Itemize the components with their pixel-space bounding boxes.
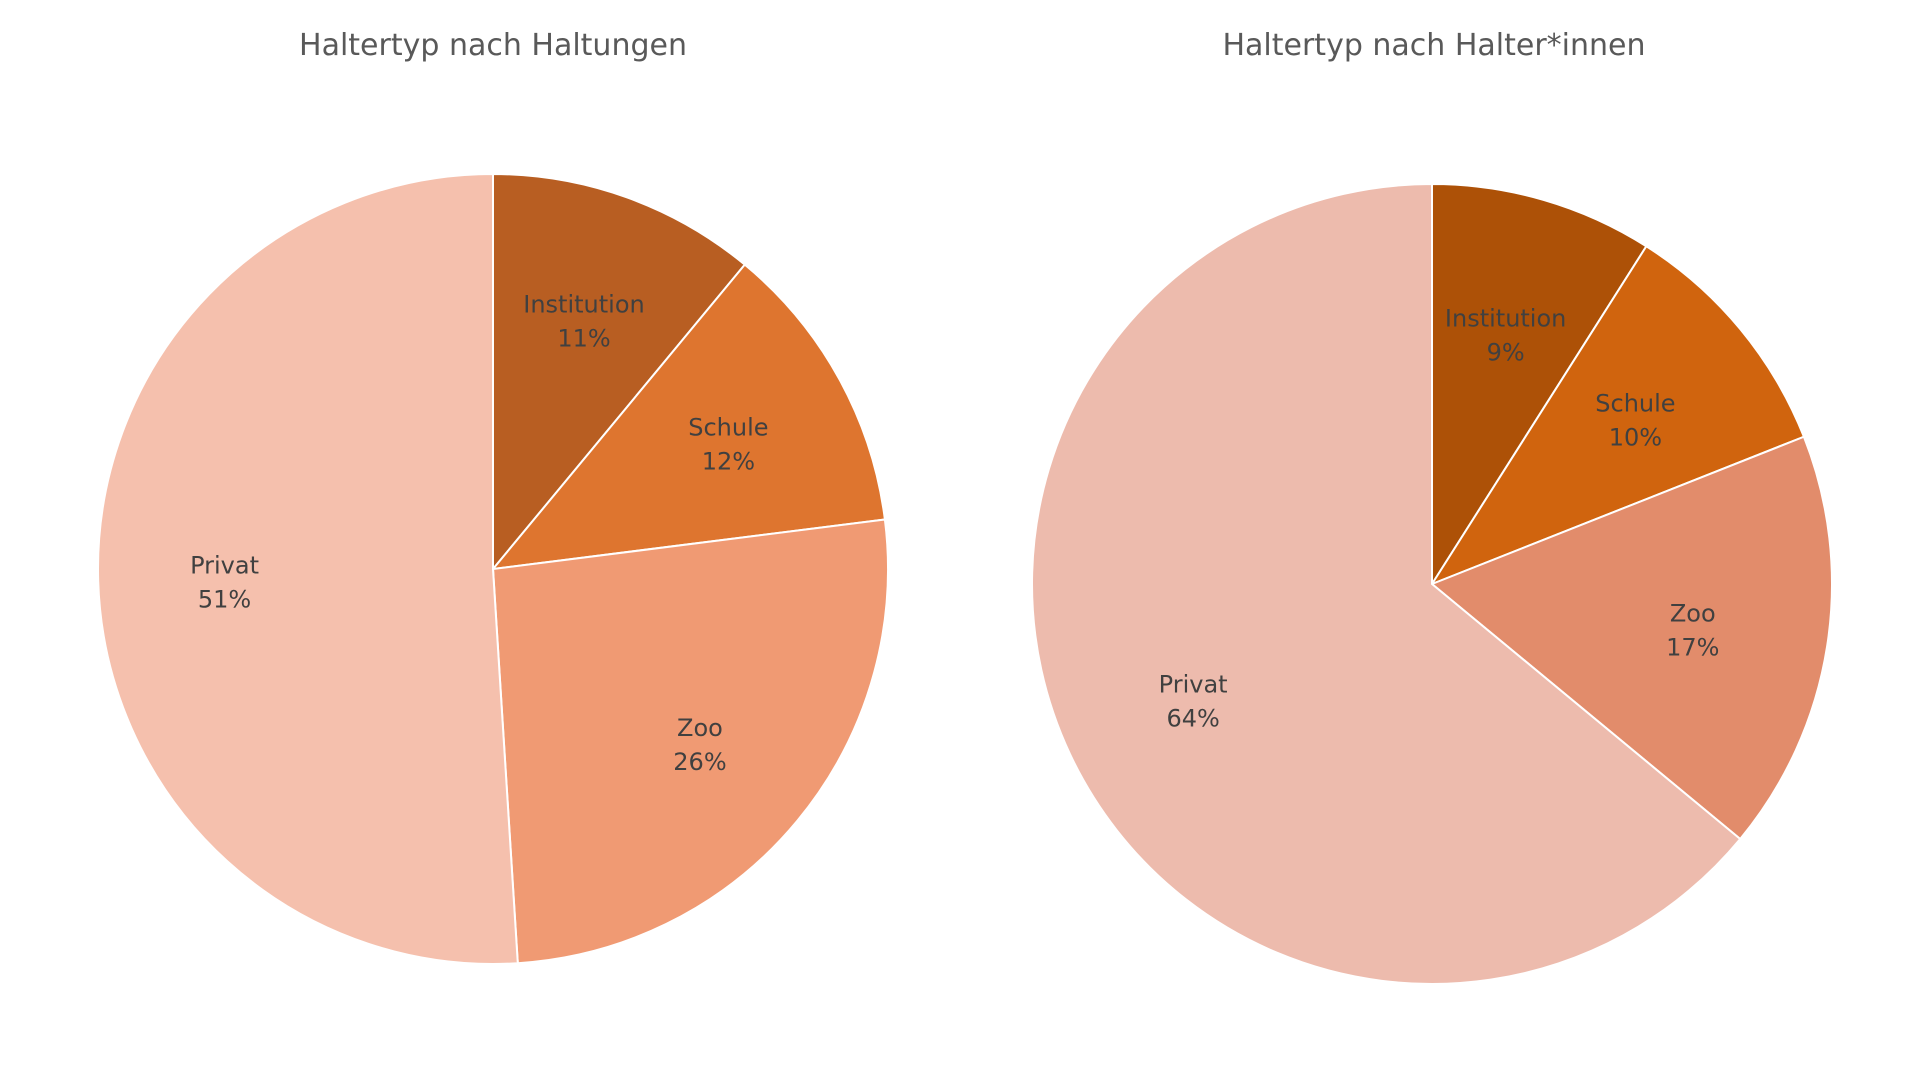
chart-title-haltungen: Haltertyp nach Haltungen (299, 28, 687, 63)
slice-value-haltungen-zoo: 26% (673, 748, 726, 776)
slice-value-halterinnen-institution: 9% (1487, 338, 1525, 366)
pie-chart-haltungen: Institution 11% Schule 12% Zoo 26% Privat 51% (97, 172, 889, 965)
pie-slice-halterinnen-zoo (1430, 435, 1833, 841)
pie-slice-halterinnen-schule (1429, 244, 1806, 587)
slice-value-halterinnen-privat: 64% (1166, 704, 1219, 732)
pie-chart-halterinnen: Institution 9% Schule 10% Zoo 17% Privat 64% (1031, 182, 1833, 985)
pie-slice-haltungen-institution (492, 172, 747, 572)
chart-title-halterinnen: Haltertyp nach Halter*innen (1222, 28, 1645, 63)
pie-slice-halterinnen-institution (1431, 182, 1648, 588)
slice-value-haltungen-institution: 11% (557, 324, 610, 352)
pie-slice-haltungen-schule (490, 263, 887, 571)
slice-value-halterinnen-schule: 10% (1609, 424, 1662, 452)
slice-label-halterinnen-institution: Institution (1445, 304, 1566, 332)
slice-label-halterinnen-schule: Schule (1595, 390, 1675, 418)
pie-slice-haltungen-zoo (491, 518, 889, 965)
slice-label-halterinnen-privat: Privat (1159, 670, 1228, 698)
slice-value-haltungen-schule: 12% (702, 448, 755, 476)
slice-value-halterinnen-zoo: 17% (1666, 633, 1719, 661)
pie-slice-haltungen-privat (97, 172, 519, 965)
slice-value-haltungen-privat: 51% (198, 585, 251, 613)
slice-label-halterinnen-zoo: Zoo (1670, 599, 1716, 627)
pie-slice-halterinnen-privat (1031, 182, 1742, 985)
slice-label-haltungen-institution: Institution (523, 290, 644, 318)
slice-label-haltungen-zoo: Zoo (677, 714, 723, 742)
slice-label-haltungen-privat: Privat (190, 551, 259, 579)
slice-label-haltungen-schule: Schule (688, 414, 768, 442)
